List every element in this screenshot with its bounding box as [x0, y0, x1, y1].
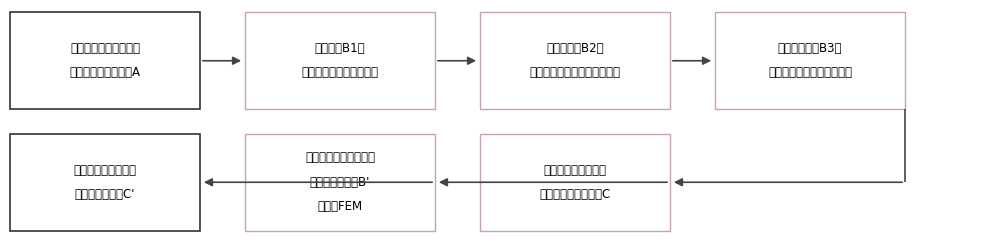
- Text: 遮光罩FEM: 遮光罩FEM: [317, 200, 363, 213]
- Text: 电加热器吸收热流法: 电加热器吸收热流法: [544, 164, 606, 177]
- Text: 分析（模型B2）: 分析（模型B2）: [546, 42, 604, 55]
- Text: 轨道热仿真分析B': 轨道热仿真分析B': [310, 176, 370, 189]
- FancyBboxPatch shape: [480, 134, 670, 231]
- Text: 参照缩比仿真模型修正: 参照缩比仿真模型修正: [305, 151, 375, 165]
- Text: 缩比遮光罩实物试验A: 缩比遮光罩实物试验A: [70, 66, 140, 79]
- Text: 电加热器吸收热流法: 电加热器吸收热流法: [74, 164, 136, 177]
- Text: 真分析（模型B3）: 真分析（模型B3）: [778, 42, 842, 55]
- FancyBboxPatch shape: [245, 134, 435, 231]
- FancyBboxPatch shape: [10, 12, 200, 109]
- Text: 遮光罩实物试验C': 遮光罩实物试验C': [75, 188, 135, 201]
- Text: 析（模型B1）: 析（模型B1）: [315, 42, 365, 55]
- FancyBboxPatch shape: [480, 12, 670, 109]
- Text: 缩比遮光罩实物试验C: 缩比遮光罩实物试验C: [539, 188, 611, 201]
- FancyBboxPatch shape: [245, 12, 435, 109]
- Text: 太阳模拟器入射热流法: 太阳模拟器入射热流法: [70, 42, 140, 55]
- FancyBboxPatch shape: [715, 12, 905, 109]
- Text: 缩比遮光罩吸收式热流法仿真: 缩比遮光罩吸收式热流法仿真: [530, 66, 620, 79]
- Text: 缩比遮光罩轨道热仿真分: 缩比遮光罩轨道热仿真分: [301, 66, 378, 79]
- FancyBboxPatch shape: [10, 134, 200, 231]
- Text: 缩比遮光罩吸收式热流法仿: 缩比遮光罩吸收式热流法仿: [768, 66, 852, 79]
